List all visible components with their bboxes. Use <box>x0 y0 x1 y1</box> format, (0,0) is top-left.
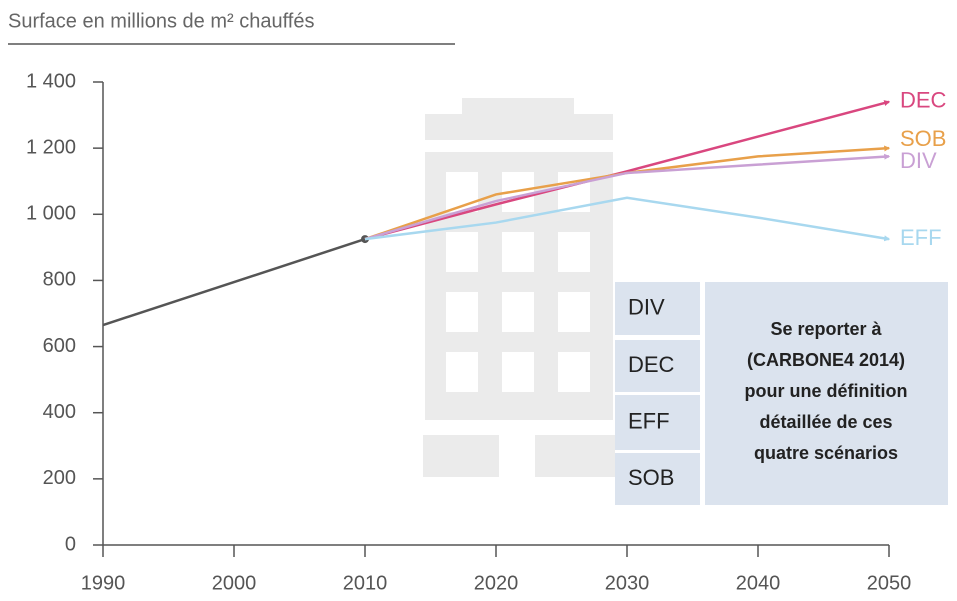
x-tick-label: 2040 <box>736 572 781 594</box>
x-tick-label: 1990 <box>81 572 126 594</box>
note-line: (CARBONE4 2014) <box>747 350 905 370</box>
y-tick-label: 600 <box>43 335 76 357</box>
series-label: DIV <box>900 148 937 173</box>
note-line: détaillée de ces <box>759 412 892 432</box>
x-tick-label: 2050 <box>867 572 912 594</box>
series-label: SOB <box>900 126 946 151</box>
note-line: pour une définition <box>745 381 908 401</box>
y-tick-label: 1 000 <box>26 203 76 225</box>
building-icon <box>423 98 615 477</box>
note-line: Se reporter à <box>770 319 882 339</box>
series-label: EFF <box>900 225 942 250</box>
x-tick-label: 2000 <box>212 572 257 594</box>
legend-cell-label: EFF <box>628 408 670 433</box>
legend-cell-label: SOB <box>628 465 674 490</box>
y-tick-label: 200 <box>43 467 76 489</box>
y-tick-label: 800 <box>43 269 76 291</box>
chart: Surface en millions de m² chauffés 0 200 4… <box>0 0 957 601</box>
legend-cell-label: DEC <box>628 352 675 377</box>
y-tick-label: 400 <box>43 401 76 423</box>
x-tick-label: 2020 <box>474 572 519 594</box>
y-tick-label: 0 <box>65 533 76 555</box>
x-tick-label: 2030 <box>605 572 650 594</box>
x-tick-label: 2010 <box>343 572 388 594</box>
legend-cell-label: DIV <box>628 294 665 319</box>
chart-title: Surface en millions de m² chauffés <box>8 10 314 32</box>
series-line <box>103 239 365 325</box>
series-label: DEC <box>900 88 947 113</box>
y-tick-label: 1 400 <box>26 70 76 92</box>
y-tick-label: 1 200 <box>26 136 76 158</box>
note-line: quatre scénarios <box>754 443 898 463</box>
